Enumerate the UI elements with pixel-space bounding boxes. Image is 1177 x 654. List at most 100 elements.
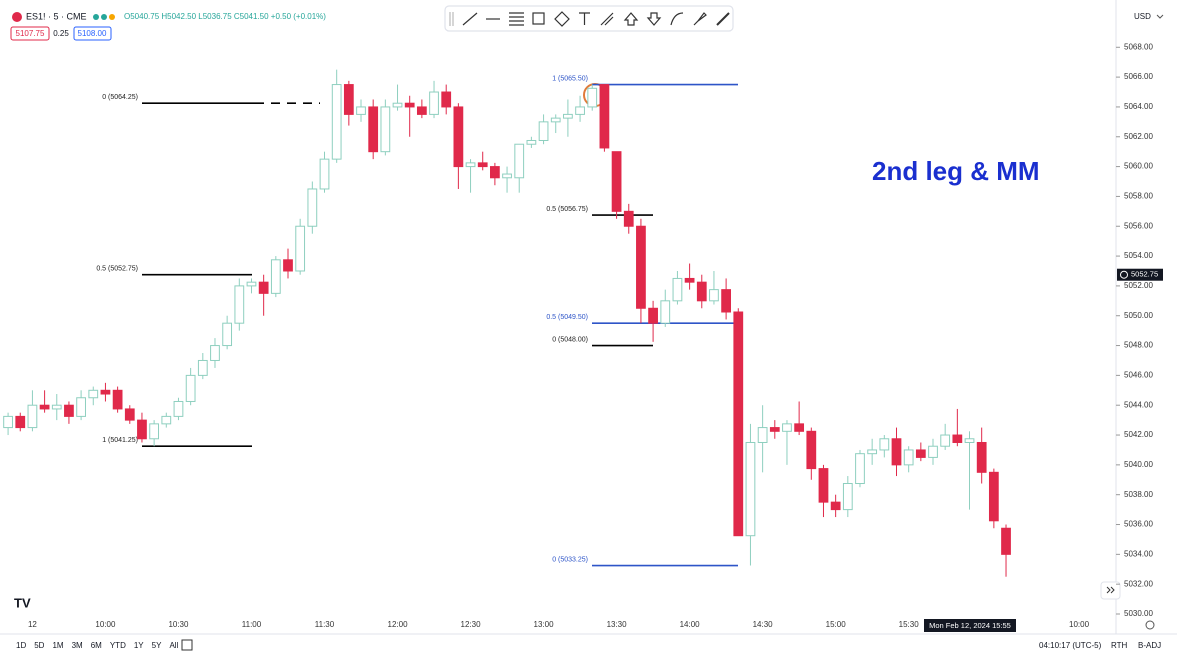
range-button[interactable]: 1D	[16, 641, 26, 650]
crosshair-time-box	[924, 619, 1016, 632]
candle-body	[490, 166, 500, 179]
range-button[interactable]: YTD	[110, 641, 126, 650]
candle-body	[721, 289, 731, 313]
candle-body	[307, 188, 318, 227]
candle-body	[477, 162, 488, 168]
tool-trend[interactable]	[462, 12, 478, 26]
x-tick-label: 13:00	[534, 620, 555, 629]
candle-body	[404, 102, 415, 108]
candle-body	[964, 438, 975, 443]
y-tick-label: 5054.00	[1124, 251, 1153, 260]
range-button[interactable]: 5D	[34, 641, 44, 650]
annotation: 2nd leg & MM	[872, 156, 1040, 186]
candle-body	[1001, 527, 1011, 555]
y-tick-label: 5062.00	[1124, 132, 1153, 141]
candle-body	[39, 404, 50, 410]
candle-body	[903, 449, 914, 466]
adjustment[interactable]: B-ADJ	[1138, 641, 1161, 650]
candle-body	[696, 281, 707, 302]
range-button[interactable]: All	[169, 641, 178, 650]
tool-curve[interactable]	[670, 12, 684, 26]
candle-body	[599, 84, 610, 149]
candle-body	[137, 419, 147, 440]
candle-body	[757, 427, 768, 443]
x-tick-label: 12:00	[388, 620, 409, 629]
candle-body	[173, 400, 184, 417]
candle-body	[380, 106, 391, 153]
candle-body	[161, 415, 172, 425]
x-tick-label: 14:30	[753, 620, 774, 629]
date-range-icon[interactable]	[181, 639, 193, 651]
range-button[interactable]: 3M	[72, 641, 83, 650]
tool-pen[interactable]	[716, 12, 730, 26]
y-tick-label: 5058.00	[1124, 192, 1153, 201]
crosshair-price-box	[1117, 268, 1163, 281]
tool-path[interactable]	[554, 11, 570, 27]
tool-arrow-up[interactable]	[623, 12, 639, 26]
buy-price: 5108.00	[78, 29, 107, 38]
tool-rect[interactable]	[532, 12, 545, 25]
crosshair-plus	[1120, 270, 1128, 279]
tool-brush[interactable]	[693, 12, 707, 26]
candle-body	[976, 441, 987, 473]
candle-body	[830, 501, 841, 511]
y-tick-label: 5048.00	[1124, 341, 1153, 350]
candle-body	[514, 143, 525, 179]
candle-body	[611, 151, 622, 212]
settings-icon[interactable]	[1145, 620, 1155, 630]
range-button[interactable]: 1M	[52, 641, 63, 650]
candle-body	[928, 445, 938, 458]
x-tick-label: 13:30	[607, 620, 628, 629]
crosshair-price: 5052.75	[1131, 270, 1158, 279]
candle-body	[27, 404, 38, 429]
y-tick-label: 5052.00	[1124, 281, 1153, 290]
fib-label: 0 (5033.25)	[552, 556, 588, 563]
x-tick-label: 12	[28, 620, 37, 629]
candle-body	[794, 423, 805, 432]
candle-body	[940, 434, 951, 447]
candle-body	[623, 210, 634, 227]
range-button[interactable]: 1Y	[134, 641, 144, 650]
session[interactable]: RTH	[1111, 641, 1128, 650]
buy-button[interactable]	[73, 26, 112, 41]
drawing-toolbar	[444, 5, 734, 32]
candle-body	[197, 359, 208, 376]
candle-body	[915, 449, 926, 458]
candle-body	[368, 106, 379, 153]
clock: 04:10:17 (UTC-5)	[1039, 641, 1102, 650]
range-button[interactable]: 6M	[91, 641, 102, 650]
tool-text[interactable]	[579, 12, 590, 25]
y-tick-label: 5064.00	[1124, 102, 1153, 111]
x-tick-label: 11:00	[242, 620, 262, 629]
y-tick-label: 5040.00	[1124, 460, 1153, 469]
candle-body	[76, 397, 86, 417]
y-tick-label: 5050.00	[1124, 311, 1153, 320]
candle-body	[550, 117, 561, 123]
tool-arrow-down[interactable]	[646, 12, 662, 26]
candle-body	[416, 106, 427, 115]
candle-body	[952, 434, 963, 443]
tool-channel[interactable]	[600, 12, 614, 26]
x-tick-label: 11:30	[315, 620, 335, 629]
range-button[interactable]: 5Y	[152, 641, 162, 650]
candle-body	[100, 389, 111, 395]
y-tick-label: 5066.00	[1124, 72, 1153, 81]
currency[interactable]: USD	[1134, 12, 1151, 21]
sell-button[interactable]	[10, 26, 50, 41]
y-tick-label: 5030.00	[1124, 609, 1153, 618]
grip[interactable]	[449, 12, 454, 26]
scroll-right-button[interactable]	[1100, 581, 1121, 600]
tool-fib[interactable]	[509, 12, 524, 26]
candle-body	[295, 225, 306, 272]
candle-body	[502, 173, 512, 179]
candle-body	[587, 87, 598, 108]
logo: TV	[14, 595, 31, 610]
sell-price: 5107.75	[16, 29, 45, 38]
fib-label: 0.5 (5052.75)	[96, 266, 138, 273]
candle-body	[782, 423, 792, 432]
scroll-icon	[1106, 586, 1115, 594]
y-tick-label: 5034.00	[1124, 549, 1153, 558]
candle-body	[331, 84, 342, 160]
candle-body	[988, 471, 999, 522]
